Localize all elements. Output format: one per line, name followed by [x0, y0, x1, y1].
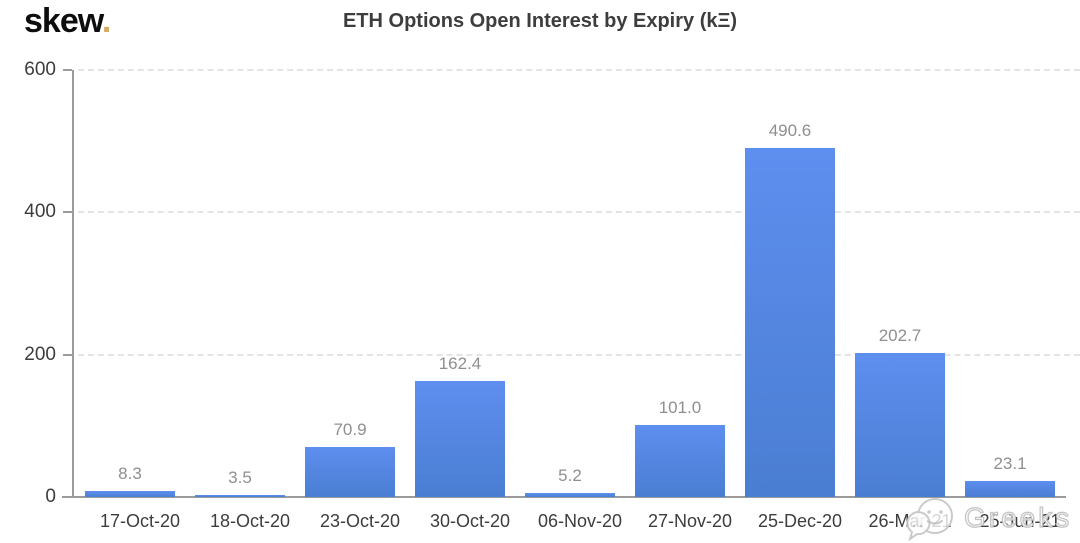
gridline-400 — [78, 211, 1080, 214]
bar-30-Oct-20 — [415, 381, 505, 497]
gridline-200 — [78, 353, 1080, 356]
bar-value-label: 490.6 — [768, 120, 812, 140]
x-axis-label-17-Oct-20: 17-Oct-20 — [99, 511, 181, 531]
bar-value-label: 101.0 — [658, 398, 702, 418]
bar-06-Nov-20 — [525, 493, 615, 497]
x-axis-label-18-Oct-20: 18-Oct-20 — [209, 511, 291, 531]
bar-25-Jun-21 — [965, 480, 1055, 497]
bar-18-Oct-20 — [195, 494, 285, 497]
chart-title: ETH Options Open Interest by Expiry (kΞ) — [342, 10, 738, 32]
plot-area: 0 200 400 600 8.3 17-Oct-20 3.5 18-Oct-20 70.9 23… — [24, 59, 1080, 531]
bar-value-label: 23.1 — [993, 453, 1027, 473]
x-axis-label-30-Oct-20: 30-Oct-20 — [429, 511, 511, 531]
bar-value-label: 70.9 — [333, 419, 367, 439]
skew-logo-dot: . — [101, 2, 112, 40]
y-axis-label-0: 0 — [45, 486, 56, 507]
bar-27-Nov-20 — [635, 425, 725, 497]
y-axis-label-600: 600 — [24, 59, 56, 80]
bar-value-label: 202.7 — [878, 325, 922, 345]
y-tick-600 — [63, 69, 72, 71]
chat-bubbles-smiley-icon — [906, 498, 953, 541]
skew-logo-text: skew — [24, 2, 103, 40]
x-axis-label-25-Jun-21: 25-Jun-21 — [979, 511, 1061, 531]
bar-25-Dec-20 — [745, 147, 835, 497]
gridline-600 — [78, 69, 1080, 71]
y-axis-label-200: 200 — [24, 343, 56, 365]
bar-value-label: 8.3 — [118, 464, 142, 484]
bar-value-label: 5.2 — [558, 466, 582, 486]
y-axis-label-400: 400 — [24, 201, 56, 223]
y-axis-line — [72, 70, 74, 497]
x-axis-label-27-Nov-20: 27-Nov-20 — [647, 511, 733, 531]
y-tick-400 — [63, 211, 72, 214]
bar-23-Oct-20 — [305, 446, 395, 497]
x-axis-line — [62, 496, 1066, 498]
skew-logo: skew. — [24, 2, 112, 41]
x-axis-label-23-Oct-20: 23-Oct-20 — [319, 511, 401, 531]
bar-value-label: 3.5 — [228, 467, 252, 487]
bar-26-Mar-21 — [855, 352, 945, 497]
bar-value-label: 162.4 — [438, 354, 482, 374]
watermark-text: Greeks — [963, 501, 1073, 533]
y-tick-200 — [63, 353, 72, 356]
x-axis-label-25-Dec-20: 25-Dec-20 — [757, 511, 843, 531]
bar-17-Oct-20 — [85, 491, 175, 497]
x-axis-label-06-Nov-20: 06-Nov-20 — [537, 511, 623, 531]
watermark: Greeks — [896, 495, 1072, 541]
